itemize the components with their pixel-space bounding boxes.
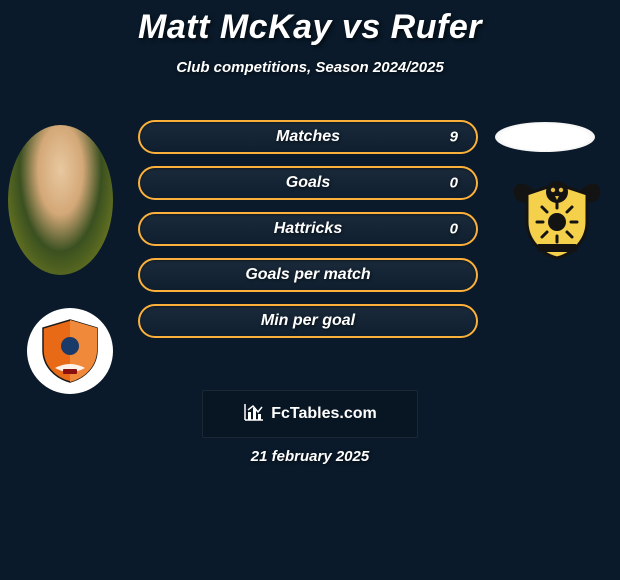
stat-pill-hattricks: Hattricks 0	[138, 212, 478, 246]
club-logo-left	[27, 308, 113, 394]
player-placeholder-right	[495, 122, 595, 152]
stat-value-right: 0	[450, 221, 458, 238]
player-photo-left	[8, 125, 113, 275]
stat-pill-min-per-goal: Min per goal	[138, 304, 478, 338]
stat-label: Min per goal	[261, 312, 355, 330]
brand-chart-icon	[243, 402, 265, 427]
stat-label: Goals	[286, 174, 330, 192]
stat-label: Matches	[276, 128, 340, 146]
page-title: Matt McKay vs Rufer	[0, 0, 620, 47]
stat-label: Goals per match	[245, 266, 370, 284]
brand-label: FcTables.com	[271, 405, 377, 423]
stats-area: Matches 9 Goals 0 Hattricks 0 Goals per …	[138, 120, 478, 350]
brand-box: FcTables.com	[202, 390, 418, 438]
club-logo-right	[507, 172, 607, 262]
stat-pill-goals-per-match: Goals per match	[138, 258, 478, 292]
stat-label: Hattricks	[274, 220, 342, 238]
stat-value-right: 9	[450, 129, 458, 146]
subtitle: Club competitions, Season 2024/2025	[0, 59, 620, 76]
stat-value-right: 0	[450, 175, 458, 192]
date-label: 21 february 2025	[0, 448, 620, 465]
stat-pill-matches: Matches 9	[138, 120, 478, 154]
stat-pill-goals: Goals 0	[138, 166, 478, 200]
